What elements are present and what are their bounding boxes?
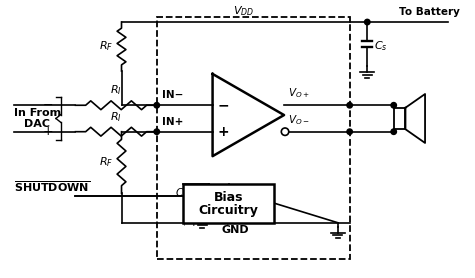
Text: To Battery: To Battery xyxy=(399,7,459,17)
Text: −: − xyxy=(42,99,53,112)
Circle shape xyxy=(281,128,289,135)
Text: $R_F$: $R_F$ xyxy=(99,39,113,53)
Circle shape xyxy=(154,103,160,108)
Text: +: + xyxy=(42,125,53,138)
Text: $R_F$: $R_F$ xyxy=(99,156,113,169)
Bar xyxy=(394,108,406,129)
Circle shape xyxy=(347,103,352,108)
Text: IN−: IN− xyxy=(162,90,183,100)
Text: In From
DAC: In From DAC xyxy=(14,108,61,129)
Circle shape xyxy=(364,19,370,25)
Text: $V_{O-}$: $V_{O-}$ xyxy=(288,113,310,127)
Text: Bias: Bias xyxy=(214,191,244,204)
Text: $\overline{\mathbf{SHUTDOWN}}$: $\overline{\mathbf{SHUTDOWN}}$ xyxy=(14,180,90,194)
Circle shape xyxy=(154,129,160,135)
Text: Circuitry: Circuitry xyxy=(199,203,259,217)
Circle shape xyxy=(347,129,352,135)
Text: $V_{O+}$: $V_{O+}$ xyxy=(288,86,310,100)
Text: GND: GND xyxy=(221,225,249,235)
Circle shape xyxy=(391,129,397,135)
Bar xyxy=(157,17,350,259)
Text: $C_s$: $C_s$ xyxy=(374,39,388,53)
Text: (Optional): (Optional) xyxy=(181,216,230,226)
Text: $R_I$: $R_I$ xyxy=(110,110,122,124)
Bar xyxy=(183,183,274,223)
Text: +: + xyxy=(218,125,229,139)
Circle shape xyxy=(391,103,397,108)
Text: $V_{DD}$: $V_{DD}$ xyxy=(233,4,254,18)
Text: IN+: IN+ xyxy=(162,117,183,127)
Text: $R_I$: $R_I$ xyxy=(110,84,122,97)
Text: $C_{(BYPASS)}$: $C_{(BYPASS)}$ xyxy=(175,187,217,202)
Text: −: − xyxy=(218,98,229,112)
